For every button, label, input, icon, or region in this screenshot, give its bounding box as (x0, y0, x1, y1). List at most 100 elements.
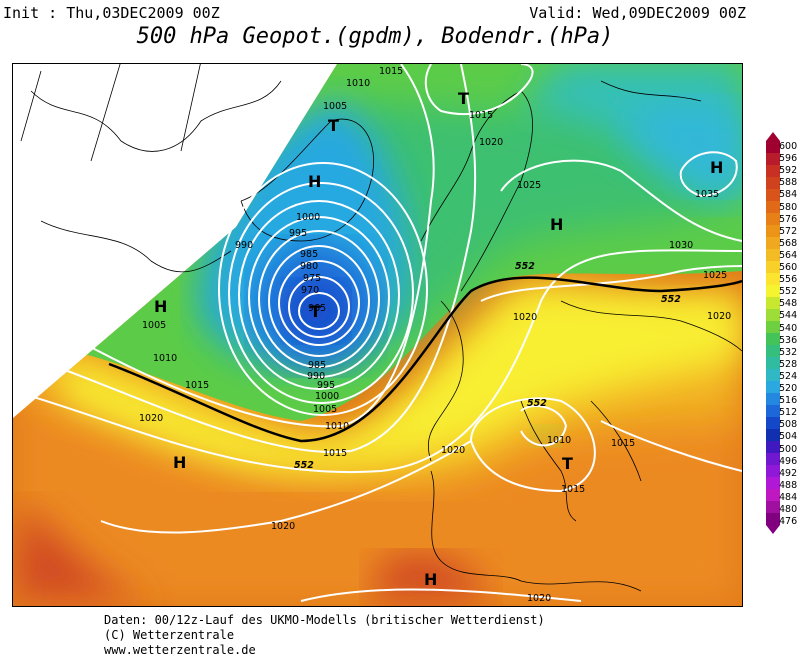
color-scale-label: 528 (779, 358, 798, 370)
color-scale-label: 500 (779, 443, 798, 455)
color-scale-label: 484 (779, 491, 798, 503)
color-scale-swatch (766, 345, 780, 357)
color-scale-swatch (766, 405, 780, 417)
isobar-label: 990 (235, 240, 253, 251)
footer-copyright: (C) Wetterzentrale (104, 628, 235, 642)
color-scale-label: 544 (779, 310, 798, 322)
isobar-label: 1005 (313, 404, 337, 415)
chart-title: 500 hPa Geopot.(gpdm), Bodendr.(hPa) (136, 24, 614, 49)
color-scale-swatch (766, 489, 780, 501)
isobar-label: 1020 (441, 445, 465, 456)
color-scale-label: 536 (779, 334, 798, 346)
weather-map: 552 552 552 552 1015 1010 1005 1015 1020… (12, 63, 743, 607)
color-scale-swatch (766, 381, 780, 393)
color-scale-label: 492 (779, 467, 798, 479)
isobar-label: 1005 (323, 101, 347, 112)
color-scale-swatch (766, 453, 780, 465)
isobar-label: 1020 (139, 413, 163, 424)
color-scale-label: 540 (779, 322, 798, 334)
color-scale-label: 552 (779, 286, 798, 298)
footer-data-source: Daten: 00/12z-Lauf des UKMO-Modells (bri… (104, 613, 545, 627)
color-scale-swatch (766, 441, 780, 453)
color-scale-swatch (766, 225, 780, 237)
color-scale-label: 476 (779, 516, 798, 528)
color-scale-swatch (766, 297, 780, 309)
high-center-marker: H (154, 297, 167, 316)
color-scale-label: 504 (779, 431, 798, 443)
high-center-marker: H (710, 158, 723, 177)
isobar-label: 985 (308, 360, 326, 371)
isobar-label: 1010 (325, 421, 349, 432)
color-scale-swatch (766, 369, 780, 381)
color-scale-swatch (766, 333, 780, 345)
color-scale-swatches (766, 141, 780, 525)
isobar-label: 1000 (315, 391, 339, 402)
color-scale-swatch (766, 429, 780, 441)
color-scale-swatch (766, 189, 780, 201)
color-scale-swatch (766, 501, 780, 513)
color-scale-swatch (766, 417, 780, 429)
isobar-label: 1000 (296, 212, 320, 223)
color-scale-swatch (766, 201, 780, 213)
isobar-label: 970 (301, 285, 319, 296)
isobar-label: 1015 (611, 438, 635, 449)
color-scale-label: 488 (779, 479, 798, 491)
footer-website: www.wetterzentrale.de (104, 643, 256, 657)
isobar-label: 1015 (323, 448, 347, 459)
isobar-label: 1020 (707, 311, 731, 322)
isobar-label: 1005 (142, 320, 166, 331)
color-scale-swatch (766, 393, 780, 405)
color-scale-label: 512 (779, 407, 798, 419)
color-scale-swatch (766, 165, 780, 177)
color-scale-label: 496 (779, 455, 798, 467)
color-scale-label: 564 (779, 249, 798, 261)
color-scale-label: 548 (779, 298, 798, 310)
color-scale-label: 568 (779, 237, 798, 249)
isobar-label: 1015 (379, 66, 403, 77)
isobar-label: 990 (307, 371, 325, 382)
high-center-marker: H (550, 215, 563, 234)
height-label: 552 (527, 398, 547, 409)
color-scale-label: 480 (779, 504, 798, 515)
low-center-marker: T (562, 454, 573, 473)
color-scale-swatch (766, 513, 780, 525)
color-scale-swatch (766, 357, 780, 369)
low-center-marker: T (328, 116, 339, 135)
height-labels: 552 552 552 552 (294, 261, 681, 471)
color-scale-label: 592 (779, 165, 798, 177)
color-scale-label: 520 (779, 383, 798, 394)
color-scale-swatch (766, 153, 780, 165)
color-scale-bottom-arrow (766, 525, 780, 534)
isobar-label: 1025 (703, 270, 727, 281)
isobar-label: 1015 (185, 380, 209, 391)
color-scale-bar (766, 132, 780, 534)
552-gpdm-contour (108, 276, 742, 443)
pressure-labels: 1015 1010 1005 1015 1020 1025 1030 1035 … (139, 66, 731, 604)
color-scale-swatch (766, 465, 780, 477)
color-scale-label: 600 (779, 141, 798, 152)
color-scale-label: 516 (779, 395, 798, 407)
color-scale-swatch (766, 141, 780, 153)
color-scale-swatch (766, 321, 780, 333)
isobar-label: 1010 (346, 78, 370, 89)
low-center-marker: T (310, 302, 321, 321)
geopotential-field (13, 64, 742, 606)
footer: Daten: 00/12z-Lauf des UKMO-Modells (bri… (104, 613, 545, 658)
color-scale-label: 556 (779, 274, 798, 286)
isobar-label: 975 (303, 273, 321, 284)
isobar-label: 1035 (695, 189, 719, 200)
color-scale-swatch (766, 249, 780, 261)
isobar-label: 1010 (153, 353, 177, 364)
isobar-label: 1020 (271, 521, 295, 532)
color-scale-swatch (766, 261, 780, 273)
low-center-marker: T (458, 89, 469, 108)
isobar-label: 1030 (669, 240, 693, 251)
color-scale-swatch (766, 237, 780, 249)
isobar-label: 1020 (527, 593, 551, 604)
isobar-label: 1015 (469, 110, 493, 121)
color-scale-swatch (766, 285, 780, 297)
color-scale-label: 588 (779, 177, 798, 189)
color-scale-label: 584 (779, 189, 798, 201)
isobar-label: 995 (289, 228, 307, 239)
isobar-label: 1015 (561, 484, 585, 495)
